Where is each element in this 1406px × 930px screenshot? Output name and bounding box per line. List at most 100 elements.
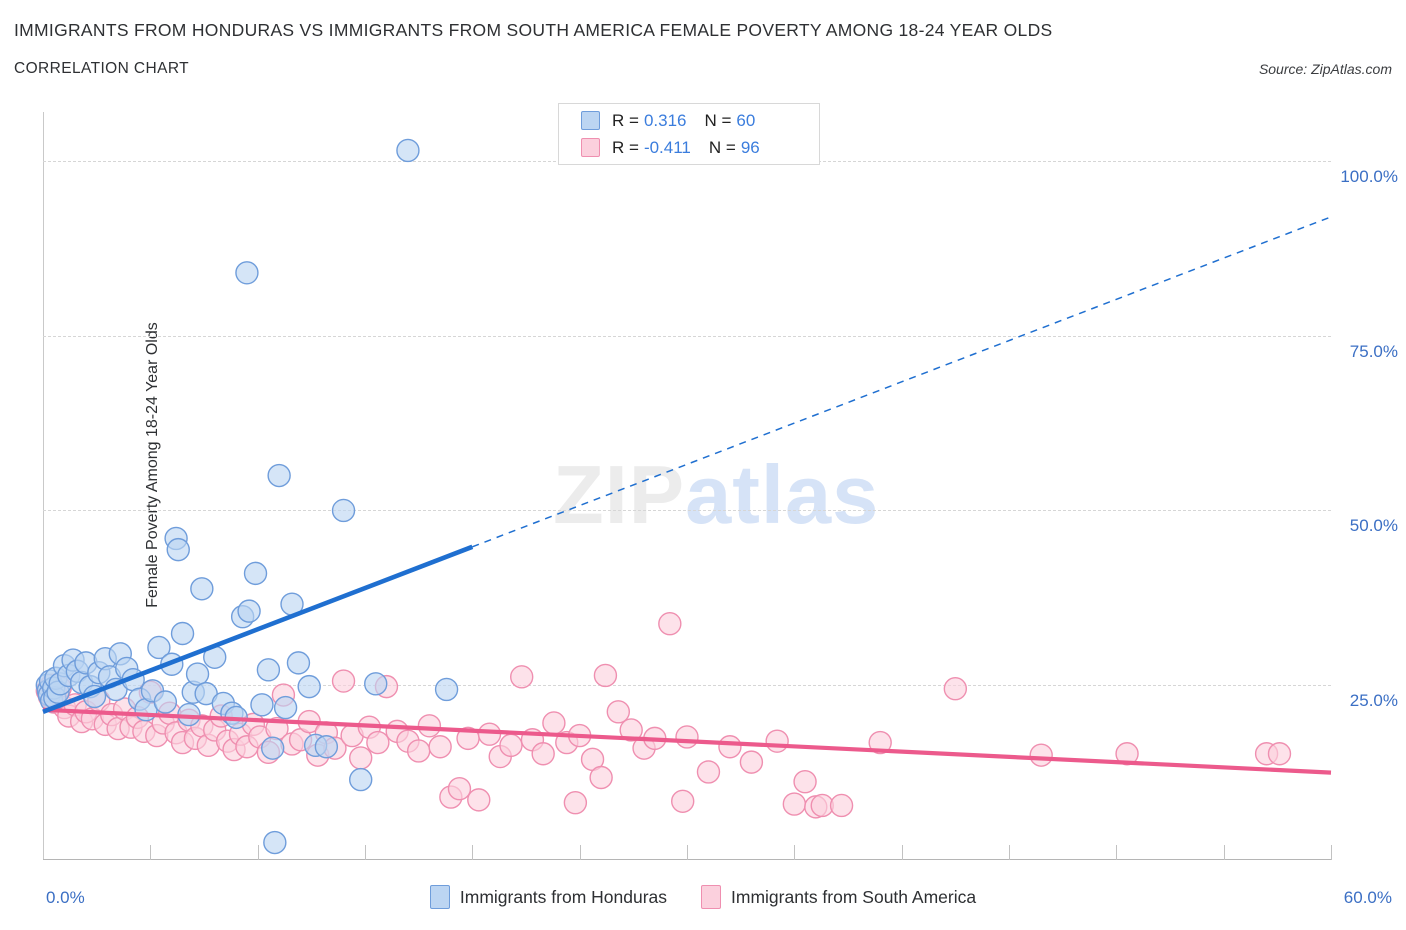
scatter-point[interactable] <box>467 788 491 812</box>
scatter-point[interactable] <box>739 750 764 774</box>
scatter-point[interactable] <box>943 677 968 701</box>
scatter-point[interactable] <box>273 695 298 720</box>
scatter-point[interactable] <box>531 742 555 766</box>
gridline <box>43 335 1331 337</box>
scatter-point[interactable] <box>542 711 566 735</box>
scatter-point[interactable] <box>235 261 259 285</box>
chart-subtitle: CORRELATION CHART <box>14 60 190 77</box>
x-axis-tick <box>472 845 474 860</box>
scatter-point[interactable] <box>263 830 287 855</box>
scatter-point[interactable] <box>185 662 210 686</box>
x-axis-tick <box>1116 845 1118 860</box>
scatter-point[interactable] <box>829 793 854 818</box>
scatter-point[interactable] <box>166 537 190 562</box>
scatter-point[interactable] <box>170 621 195 646</box>
y-axis-tick-label: 50.0% <box>1349 516 1398 536</box>
scatter-point[interactable] <box>417 714 442 738</box>
legend-n-value-2: 96 <box>740 137 760 157</box>
x-axis-tick <box>794 845 796 860</box>
scatter-point[interactable] <box>868 730 892 755</box>
scatter-point[interactable] <box>782 792 807 816</box>
scatter-point[interactable] <box>256 658 281 682</box>
legend-n-label-2: N = <box>708 137 736 157</box>
series-label-south-america: Immigrants from South America <box>731 886 977 907</box>
x-axis-tick <box>687 845 688 860</box>
scatter-point[interactable] <box>675 725 699 749</box>
scatter-point[interactable] <box>260 736 285 760</box>
scatter-point[interactable] <box>671 789 695 813</box>
scatter-point[interactable] <box>434 677 459 702</box>
series-legend-item-south-america[interactable]: Immigrants from South America <box>701 885 976 909</box>
x-axis-tick <box>1223 845 1225 860</box>
scatter-point[interactable] <box>396 138 420 163</box>
scatter-point[interactable] <box>364 672 388 696</box>
legend-row-honduras: R = 0.316 N = 60 <box>581 107 819 134</box>
scatter-point[interactable] <box>447 776 472 801</box>
y-axis-line <box>43 112 44 860</box>
x-axis-tick <box>1331 845 1332 860</box>
series-legend-item-honduras[interactable]: Immigrants from Honduras <box>429 885 668 909</box>
legend-r-value-2: -0.411 <box>643 137 691 157</box>
scatter-point[interactable] <box>1029 743 1053 767</box>
series-swatch-honduras-icon <box>429 885 450 909</box>
scatter-point[interactable] <box>190 577 214 601</box>
legend-swatch-honduras-icon <box>581 111 600 130</box>
y-axis-tick-label: 100.0% <box>1340 166 1398 186</box>
scatter-point[interactable] <box>297 674 321 699</box>
series-label-honduras: Immigrants from Honduras <box>459 886 668 907</box>
scatter-point[interactable] <box>593 663 618 688</box>
scatter-point[interactable] <box>499 733 523 758</box>
correlation-legend: R = 0.316 N = 60 R = -0.411 N = 96 <box>558 103 820 165</box>
legend-r-label-1: R = <box>612 110 639 130</box>
scatter-point[interactable] <box>510 665 534 689</box>
x-axis-tick <box>257 845 259 860</box>
x-axis-tick <box>1009 845 1010 860</box>
x-axis-max-label: 60.0% <box>1343 888 1392 907</box>
series-legend: Immigrants from Honduras Immigrants from… <box>0 885 1406 909</box>
scatter-point[interactable] <box>147 635 171 660</box>
scatter-point[interactable] <box>153 690 178 714</box>
x-axis-tick <box>365 845 366 860</box>
y-axis-tick-label: 75.0% <box>1349 341 1398 361</box>
legend-r-value-1: 0.316 <box>643 110 687 130</box>
series-swatch-south-america-icon <box>701 885 722 909</box>
scatter-point[interactable] <box>243 561 268 586</box>
trend-line <box>42 544 474 714</box>
legend-row-south-america: R = -0.411 N = 96 <box>581 134 819 161</box>
x-axis-tick <box>579 845 581 860</box>
scatter-point[interactable] <box>237 599 261 623</box>
scatter-point[interactable] <box>619 718 643 742</box>
page-title: IMMIGRANTS FROM HONDURAS VS IMMIGRANTS F… <box>14 20 1053 40</box>
scatter-point[interactable] <box>366 730 390 755</box>
scatter-point[interactable] <box>477 722 502 746</box>
scatter-point[interactable] <box>428 735 452 759</box>
y-axis-tick-label: 25.0% <box>1349 691 1398 711</box>
legend-swatch-south-america-icon <box>581 138 600 157</box>
x-axis-tick <box>150 845 152 860</box>
scatter-point[interactable] <box>563 790 588 815</box>
scatter-point[interactable] <box>696 760 721 784</box>
legend-r-label-2: R = <box>612 137 639 157</box>
scatter-point[interactable] <box>314 735 339 759</box>
scatter-point[interactable] <box>658 612 682 636</box>
scatter-point[interactable] <box>1267 742 1292 766</box>
trend-line <box>42 707 1332 775</box>
scatter-point[interactable] <box>589 765 613 790</box>
legend-n-label-1: N = <box>704 110 732 130</box>
scatter-point[interactable] <box>406 739 431 763</box>
scatter-point[interactable] <box>793 770 817 794</box>
scatter-point[interactable] <box>250 693 274 717</box>
scatter-point[interactable] <box>286 651 311 675</box>
scatter-point[interactable] <box>606 700 631 724</box>
x-axis-tick <box>901 845 903 860</box>
scatter-point[interactable] <box>267 463 291 488</box>
scatter-point[interactable] <box>331 669 356 693</box>
scatter-point[interactable] <box>765 729 789 753</box>
scatter-point[interactable] <box>349 767 373 792</box>
gridline <box>43 510 1331 512</box>
scatter-point[interactable] <box>718 735 742 759</box>
scatter-point[interactable] <box>331 498 356 523</box>
scatter-point[interactable] <box>349 746 373 770</box>
gridline <box>43 685 1331 687</box>
